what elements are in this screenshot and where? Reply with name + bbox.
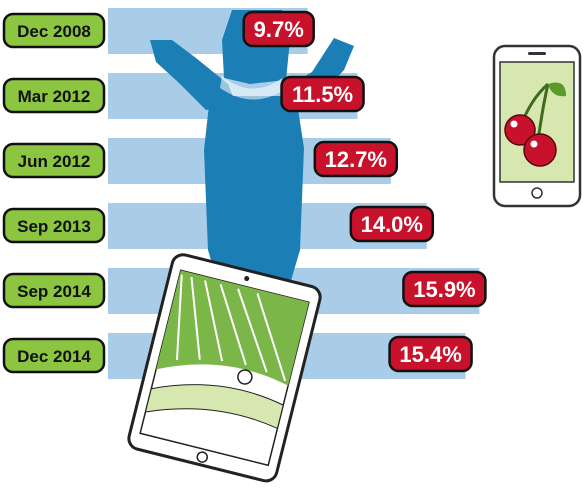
value-label: 11.5% [292,82,353,107]
phone-with-cherries-icon [492,44,582,208]
value-pill-1 [280,75,365,113]
value-pill-2 [313,140,399,178]
value-pill-3 [349,205,435,243]
value-label: 15.9% [413,277,475,302]
category-label: Sep 2014 [17,282,91,301]
category-label: Dec 2014 [17,347,91,366]
category-pill-3 [2,207,106,244]
category-pill-1 [2,77,106,114]
category-label: Mar 2012 [18,87,91,106]
value-pill-5 [388,335,473,373]
category-label: Dec 2008 [17,22,91,41]
category-labels-layer: Dec 2008 Mar 2012 Jun 2012 Sep 2013 Sep 2014… [2,12,106,374]
value-label: 14.0% [361,212,423,237]
category-label: Jun 2012 [18,152,91,171]
category-label: Sep 2013 [17,217,91,236]
value-label: 15.4% [399,342,461,367]
value-pill-0 [242,10,315,48]
tablet-with-roulette-icon [127,253,322,483]
value-labels-layer: 9.7% 11.5% 12.7% 14.0% 15.9% 15.4% [242,10,487,373]
value-label: 9.7% [254,17,304,42]
value-pill-4 [402,270,487,308]
category-pill-2 [2,142,106,179]
category-pill-0 [2,12,106,49]
category-pill-5 [2,337,106,374]
category-pill-4 [2,272,106,309]
value-label: 12.7% [325,147,387,172]
